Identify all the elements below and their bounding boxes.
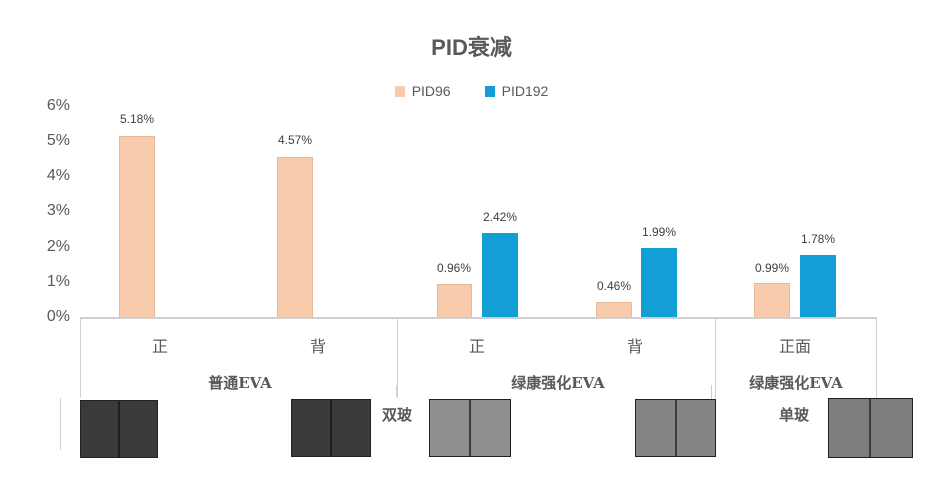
legend-item-pid96[interactable]: PID96 [394, 83, 451, 99]
category-divider [715, 318, 716, 398]
bar-pid96-cat5[interactable] [754, 283, 790, 318]
bar-pid96-cat1[interactable] [119, 136, 155, 318]
group-label: 绿康强化EVA [749, 374, 843, 392]
data-label: 0.46% [596, 279, 632, 293]
el-image-thumbnail [635, 399, 716, 457]
legend: PID96 PID192 [0, 83, 943, 99]
data-label: 0.96% [436, 261, 472, 275]
y-tick: 4% [46, 167, 70, 184]
legend-swatch-pid96 [394, 85, 405, 97]
data-label: 4.57% [277, 133, 313, 147]
bar-pid192-cat5[interactable] [800, 255, 836, 318]
el-image-thumbnail [429, 399, 511, 457]
data-label: 5.18% [119, 112, 155, 126]
y-tick: 6% [46, 97, 70, 114]
bar-pid96-cat3[interactable] [437, 284, 472, 318]
bar-pid192-cat3[interactable] [482, 233, 518, 318]
data-label: 1.78% [800, 232, 836, 246]
category-divider [396, 385, 397, 397]
legend-item-pid192[interactable]: PID192 [484, 83, 549, 99]
chart-title: PID衰减 [431, 35, 512, 60]
category-divider [876, 318, 877, 398]
data-label: 0.99% [754, 261, 790, 275]
legend-label: PID192 [501, 83, 549, 99]
category-divider [60, 398, 61, 450]
x-axis-line [80, 317, 877, 319]
double-glass-label: 双玻 [382, 406, 413, 424]
category-label: 背 [309, 337, 326, 356]
group-label: 普通EVA [208, 374, 272, 392]
bar-pid96-cat2[interactable] [277, 157, 313, 318]
category-label: 正 [151, 337, 168, 356]
bar-pid192-cat4[interactable] [641, 248, 677, 318]
legend-swatch-pid192 [484, 85, 495, 97]
y-tick: 0% [46, 308, 70, 325]
el-image-thumbnail [291, 399, 371, 457]
el-image-thumbnail [80, 400, 158, 458]
el-image-thumbnail [828, 398, 913, 458]
y-tick: 3% [46, 202, 70, 219]
bar-pid96-cat4[interactable] [596, 302, 632, 318]
y-tick: 5% [46, 132, 70, 149]
y-tick: 2% [46, 238, 70, 255]
group-label: 绿康强化EVA [511, 374, 605, 392]
category-label: 背 [626, 337, 643, 356]
category-divider [397, 318, 398, 398]
category-divider [80, 318, 81, 398]
data-label: 1.99% [641, 225, 677, 239]
legend-label: PID96 [411, 83, 451, 99]
data-label: 2.42% [482, 210, 518, 224]
y-tick: 1% [46, 273, 70, 290]
category-label: 正 [468, 337, 485, 356]
single-glass-label: 单玻 [779, 406, 810, 424]
category-label: 正面 [778, 337, 811, 356]
